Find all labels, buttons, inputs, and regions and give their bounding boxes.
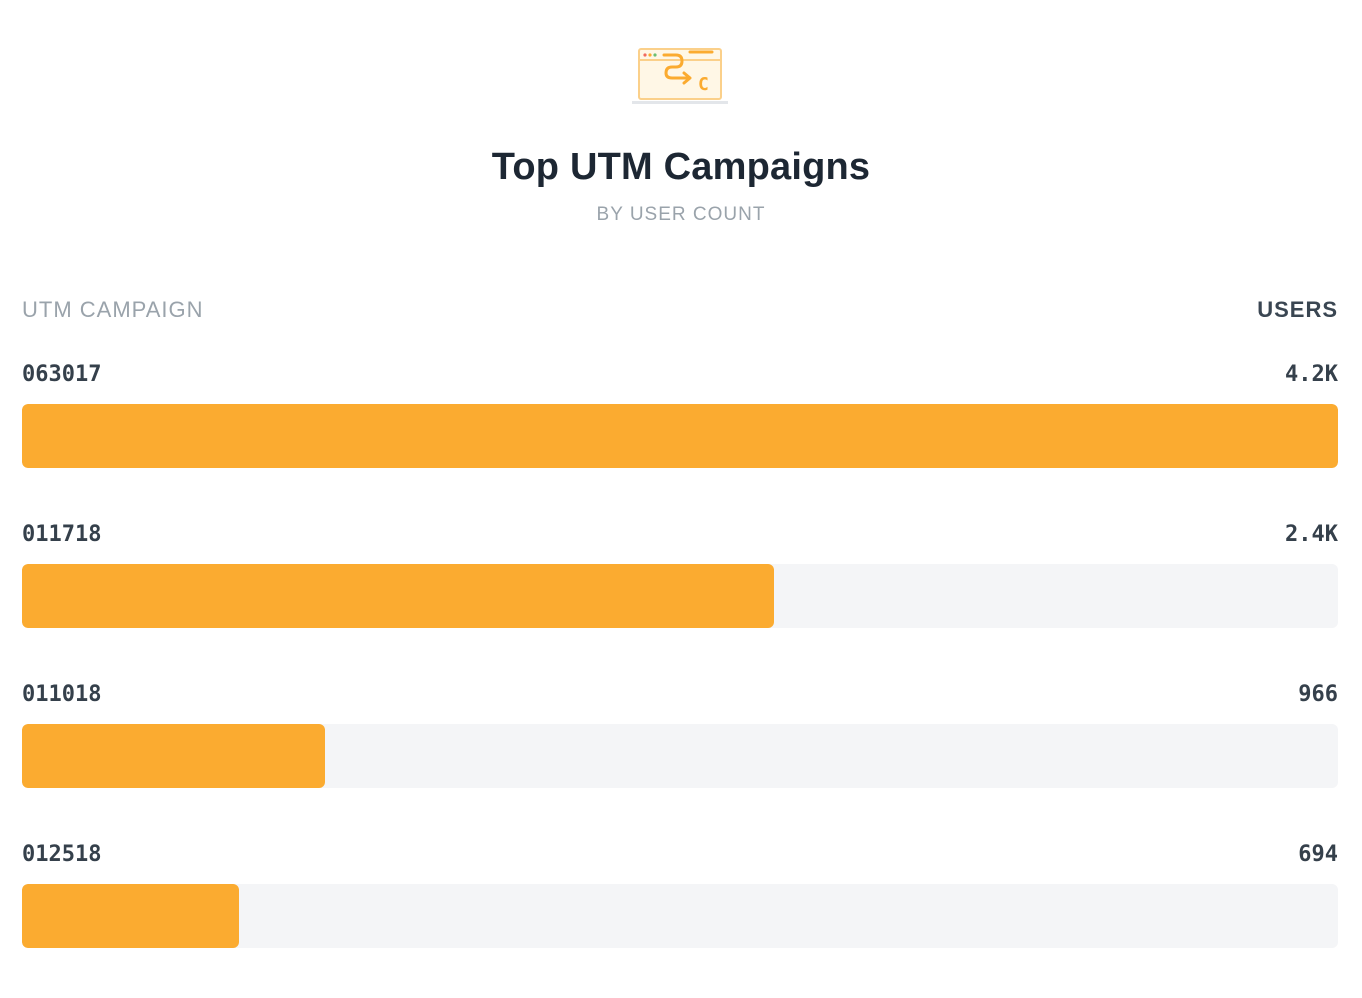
bar-track	[22, 724, 1338, 788]
bar	[22, 724, 325, 788]
bar-category-label: 012518	[22, 842, 102, 867]
bar-row: 011718 2.4K	[22, 518, 1338, 678]
bar-row: 011018 966	[22, 678, 1338, 838]
bar-category-label: 011718	[22, 522, 102, 547]
column-header-campaign: UTM CAMPAIGN	[22, 297, 204, 322]
bar	[22, 884, 239, 948]
chart-title: Top UTM Campaigns	[491, 146, 871, 188]
svg-text:C: C	[698, 74, 709, 95]
chart-subtitle: BY USER COUNT	[596, 204, 766, 225]
bar-value-label: 4.2K	[1285, 362, 1338, 387]
bar	[22, 564, 774, 628]
bar-row: 012518 694	[22, 838, 1338, 998]
bar-value-label: 2.4K	[1285, 522, 1338, 547]
column-header-users: USERS	[1257, 297, 1338, 322]
bar-row: 063017 4.2K	[22, 358, 1338, 518]
bar-value-label: 966	[1298, 682, 1338, 707]
bar-category-label: 011018	[22, 682, 102, 707]
bar	[22, 404, 1338, 468]
bar-list: 063017 4.2K 011718 2.4K 011018 966 012518 694	[22, 358, 1338, 998]
bar-track	[22, 564, 1338, 628]
bar-track	[22, 884, 1338, 948]
bar-category-label: 063017	[22, 362, 102, 387]
browser-campaign-icon: C	[632, 48, 728, 104]
bar-value-label: 694	[1298, 842, 1338, 867]
bar-track	[22, 404, 1338, 468]
